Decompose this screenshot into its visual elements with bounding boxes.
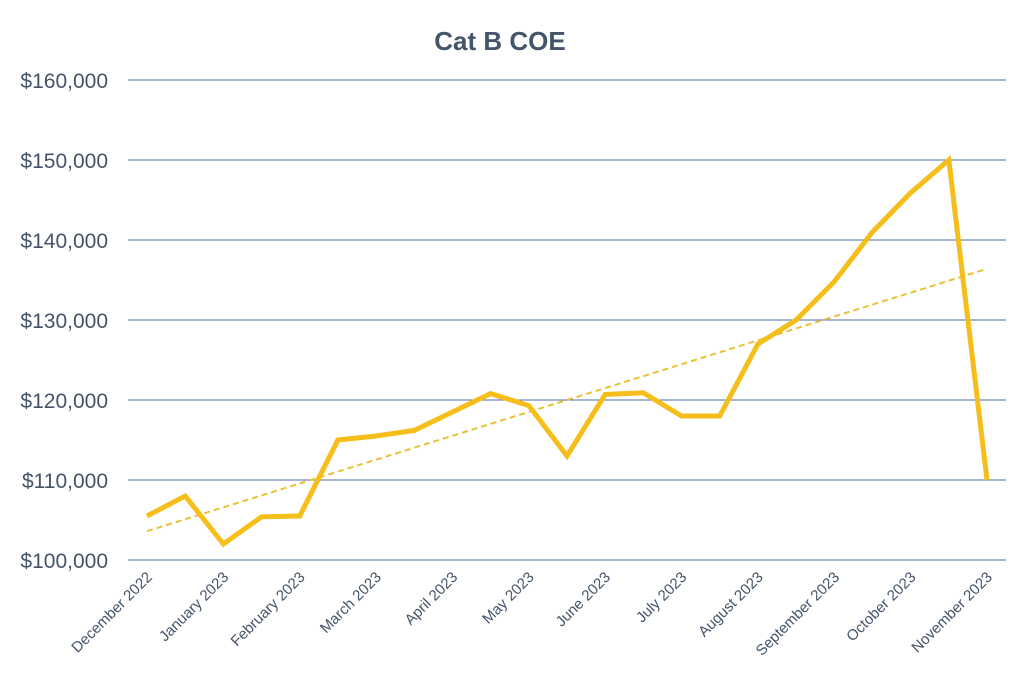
x-tick-label: January 2023 xyxy=(156,569,232,645)
x-tick-label: November 2023 xyxy=(908,569,995,656)
x-tick-label: December 2022 xyxy=(68,569,155,656)
x-tick-label: April 2023 xyxy=(401,569,461,629)
y-tick-label: $120,000 xyxy=(20,390,108,413)
x-tick-label: March 2023 xyxy=(317,569,385,637)
series-line xyxy=(145,155,990,548)
x-tick-label: August 2023 xyxy=(695,569,767,641)
x-tick-label: May 2023 xyxy=(479,569,538,628)
x-tick-label: July 2023 xyxy=(633,569,690,626)
y-tick-label: $100,000 xyxy=(20,550,108,573)
trendline xyxy=(146,267,988,533)
y-tick-label: $160,000 xyxy=(20,70,108,93)
y-tick-label: $150,000 xyxy=(20,150,108,173)
x-tick-label: September 2023 xyxy=(753,569,843,659)
chart-title: Cat B COE xyxy=(434,26,565,56)
x-tick-label: October 2023 xyxy=(843,569,919,645)
y-tick-label: $140,000 xyxy=(20,230,108,253)
y-tick-label: $110,000 xyxy=(22,470,108,493)
y-tick-label: $130,000 xyxy=(20,310,108,333)
x-tick-label: June 2023 xyxy=(552,569,614,631)
x-tick-label: February 2023 xyxy=(228,569,309,650)
